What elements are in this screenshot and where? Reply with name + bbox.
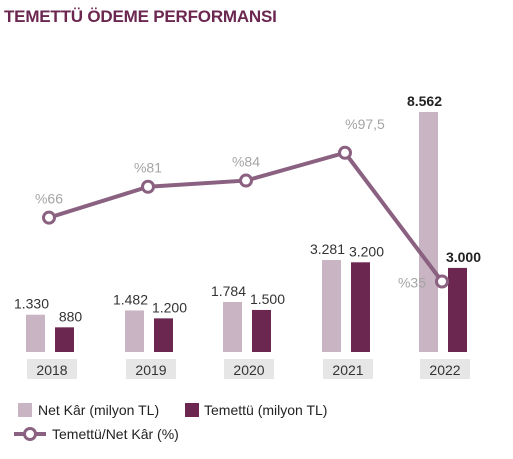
- bar-dividend-2020: [252, 309, 271, 352]
- bars-layer: 1.330 880 1.482 1.200 1.784 1.500 3.281 3.200 8.…: [14, 93, 481, 352]
- label-dividend-2019: 1.200: [152, 299, 187, 315]
- tick-box-2018: [27, 359, 77, 379]
- tick-label-2020: 2020: [233, 362, 264, 378]
- label-dividend-2018: 880: [59, 308, 83, 324]
- legend-swatch-net-profit: [18, 403, 32, 417]
- legend-label-net-profit: Net Kâr (milyon TL): [38, 402, 159, 418]
- bar-net-profit-2018: [26, 314, 45, 352]
- label-dividend-2020: 1.500: [250, 291, 285, 307]
- bar-dividend-2018: [55, 327, 74, 352]
- tick-box-2021: [323, 359, 373, 379]
- point-payout-ratio-2018: [42, 210, 56, 225]
- label-payout-ratio-2019: %81: [134, 160, 162, 176]
- label-net-profit-2020: 1.784: [211, 283, 246, 299]
- bar-net-profit-2019: [125, 310, 144, 352]
- bar-dividend-2022: [448, 267, 467, 352]
- bar-net-profit-2022: [419, 112, 438, 352]
- label-net-profit-2019: 1.482: [113, 291, 148, 307]
- bar-dividend-2021: [351, 262, 370, 352]
- bar-net-profit-2020: [223, 301, 242, 352]
- point-payout-ratio-2021: [338, 145, 352, 160]
- label-payout-ratio-2020: %84: [232, 154, 260, 170]
- point-payout-ratio-2020: [239, 173, 253, 188]
- tick-box-2019: [126, 359, 176, 379]
- point-payout-ratio-2019: [141, 179, 155, 194]
- tick-label-2022: 2022: [429, 362, 460, 378]
- legend-swatch-dividend: [185, 403, 199, 417]
- legend: Net Kâr (milyon TL) Temettü (milyon TL) Te…: [14, 402, 327, 442]
- bar-dividend-2019: [154, 318, 173, 352]
- tick-label-2021: 2021: [332, 362, 363, 378]
- label-dividend-2022: 3.000: [446, 249, 481, 265]
- line-payout-ratio: [48, 150, 444, 283]
- tick-box-2022: [420, 359, 470, 379]
- legend-label-dividend: Temettü (milyon TL): [204, 402, 327, 418]
- tick-label-2019: 2019: [135, 362, 166, 378]
- tick-box-2020: [224, 359, 274, 379]
- point-payout-ratio-2022: [435, 274, 449, 289]
- label-payout-ratio-2021: %97,5: [345, 116, 385, 132]
- tick-label-2018: 2018: [36, 362, 67, 378]
- label-net-profit-2021: 3.281: [310, 241, 345, 257]
- bar-net-profit-2021: [322, 260, 341, 352]
- label-net-profit-2018: 1.330: [14, 296, 49, 312]
- label-dividend-2021: 3.200: [349, 243, 384, 259]
- label-payout-ratio-2022: %35: [398, 275, 426, 291]
- label-net-profit-2022: 8.562: [407, 93, 442, 109]
- legend-label-payout-ratio: Temettü/Net Kâr (%): [52, 426, 179, 442]
- x-axis: 2018 2019 2020 2021 2022: [27, 359, 470, 379]
- chart-title: TEMETTÜ ÖDEME PERFORMANSI: [4, 7, 277, 26]
- line-layer: %66 %81 %84 %97,5 %35: [35, 116, 449, 291]
- label-payout-ratio-2018: %66: [35, 191, 63, 207]
- legend-marker-payout-ratio: [23, 427, 37, 441]
